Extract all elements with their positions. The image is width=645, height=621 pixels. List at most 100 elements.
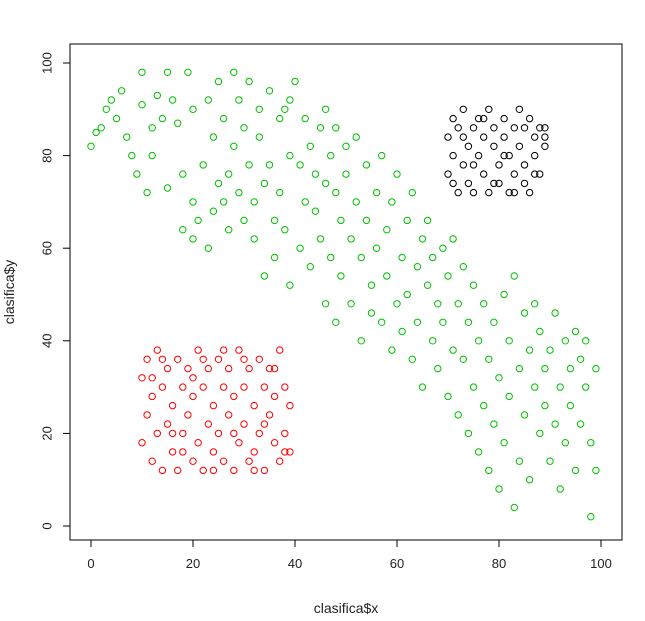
data-point-s0-64: [291, 77, 299, 86]
data-point-s0-111: [408, 355, 416, 363]
data-point-s0-105: [393, 300, 401, 308]
data-point-s0-142: [485, 466, 493, 475]
data-point-s0-139: [480, 300, 488, 308]
data-point-s0-145: [495, 374, 503, 382]
data-point-s0-39: [230, 142, 238, 151]
data-point-s0-108: [398, 327, 406, 336]
data-point-s0-32: [209, 207, 218, 215]
data-point-s2-48: [531, 170, 539, 178]
data-point-s2-33: [525, 188, 534, 197]
data-point-s0-157: [525, 346, 534, 354]
data-point-s0-127: [449, 346, 457, 354]
data-point-s1-60: [148, 374, 156, 382]
data-point-s0-76: [321, 300, 330, 308]
data-point-s1-33: [219, 457, 228, 465]
data-point-s0-30: [204, 244, 213, 252]
data-point-s0-1: [92, 128, 100, 137]
data-point-s1-43: [245, 457, 253, 465]
data-point-s0-113: [413, 263, 422, 271]
data-point-s2-14: [480, 170, 488, 178]
data-point-s0-73: [316, 124, 325, 132]
data-point-s1-59: [286, 448, 294, 456]
data-point-s2-22: [500, 114, 508, 123]
data-point-s0-109: [403, 216, 411, 225]
data-point-s2-40: [449, 179, 457, 188]
data-point-s0-153: [515, 364, 524, 373]
data-point-s1-63: [179, 448, 187, 456]
data-point-s0-183: [592, 364, 600, 373]
data-point-s1-3: [143, 411, 151, 419]
x-tick-label-0: 0: [87, 556, 94, 571]
data-point-s0-47: [250, 235, 258, 243]
data-point-s0-151: [510, 503, 518, 512]
data-point-s2-24: [505, 188, 513, 197]
data-point-s0-146: [495, 485, 503, 493]
data-point-s0-123: [439, 244, 447, 252]
data-point-s0-102: [383, 272, 391, 280]
data-point-s0-35: [219, 198, 228, 206]
data-point-s2-46: [510, 188, 518, 197]
data-point-s0-134: [464, 429, 473, 438]
data-point-s0-16: [158, 114, 167, 123]
data-point-s1-66: [209, 466, 218, 475]
data-point-s2-37: [536, 124, 544, 132]
data-point-s0-112: [408, 188, 416, 197]
data-point-s0-13: [148, 124, 156, 132]
data-point-s0-38: [225, 170, 233, 178]
data-point-s0-149: [505, 337, 513, 345]
y-axis: 0 20 40 60 80 100: [39, 52, 71, 530]
plot-frame: [69, 43, 623, 541]
data-point-s0-12: [143, 188, 151, 197]
data-point-s0-182: [587, 513, 595, 521]
data-point-s0-60: [281, 226, 289, 234]
data-point-s2-11: [469, 188, 478, 197]
data-point-s0-162: [536, 327, 544, 336]
data-point-s0-40: [230, 68, 238, 77]
x-tick-label-5: 100: [590, 556, 612, 571]
data-point-s0-155: [520, 309, 529, 317]
data-point-s0-28: [199, 161, 207, 169]
data-point-s0-122: [434, 364, 442, 373]
data-point-s0-42: [235, 96, 243, 104]
data-point-s0-173: [566, 364, 575, 373]
data-point-s2-21: [495, 161, 503, 169]
data-point-s0-87: [347, 235, 355, 243]
data-point-s1-13: [168, 401, 177, 410]
data-point-s0-126: [444, 392, 452, 401]
data-point-s0-130: [454, 411, 462, 419]
data-point-s0-160: [531, 300, 539, 308]
data-point-s1-50: [265, 364, 274, 373]
data-point-s0-165: [546, 457, 554, 465]
data-point-s0-118: [423, 216, 432, 225]
data-point-s2-25: [505, 151, 513, 160]
data-point-s0-70: [306, 263, 314, 271]
data-point-s1-9: [158, 466, 167, 475]
data-point-s2-47: [520, 124, 529, 132]
data-point-s2-38: [541, 142, 549, 151]
data-point-s2-13: [474, 114, 483, 123]
data-point-s2-15: [480, 133, 488, 141]
data-point-s0-14: [148, 151, 156, 160]
data-point-s0-31: [209, 133, 218, 141]
data-point-s0-63: [286, 96, 294, 104]
data-point-s0-174: [566, 401, 575, 410]
data-point-s0-54: [265, 87, 274, 95]
data-point-s0-18: [163, 68, 172, 77]
data-point-s0-177: [576, 420, 585, 428]
data-point-s2-23: [500, 133, 508, 141]
data-point-s1-37: [230, 392, 238, 401]
data-point-s1-64: [189, 374, 197, 382]
data-point-s0-69: [306, 142, 314, 151]
data-point-s0-92: [357, 337, 365, 345]
data-point-s1-28: [209, 448, 218, 456]
data-point-s0-141: [485, 355, 493, 363]
data-point-s0-8: [128, 151, 136, 160]
data-point-s0-41: [235, 188, 243, 197]
data-point-s0-27: [194, 216, 202, 225]
data-point-s0-93: [362, 216, 371, 225]
data-point-s0-135: [469, 281, 478, 289]
data-point-s0-79: [327, 253, 335, 262]
data-point-s2-41: [459, 133, 467, 141]
data-point-s0-86: [342, 142, 350, 151]
data-point-s2-39: [541, 124, 549, 132]
